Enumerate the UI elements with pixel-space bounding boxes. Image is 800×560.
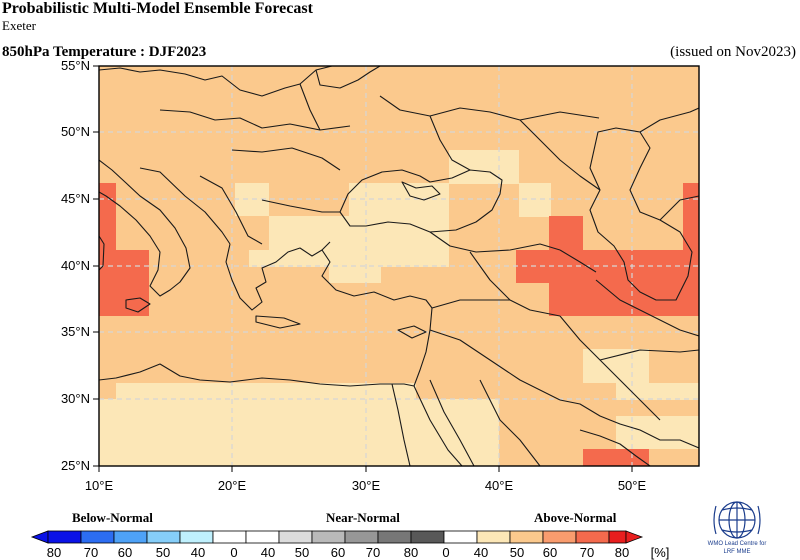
lat-label-50: 50°N: [61, 124, 90, 139]
legend-tick: 60: [118, 545, 132, 560]
legend-category-above: Above-Normal: [534, 510, 617, 525]
map-area: [99, 66, 699, 466]
legend-swatch-11: [377, 530, 412, 544]
legend-tick: 80: [615, 545, 629, 560]
lat-label-40: 40°N: [61, 258, 90, 273]
legend-tick: 70: [580, 545, 594, 560]
legend-colorbar: [30, 530, 644, 544]
legend-tick: 80: [404, 545, 418, 560]
legend-tick: 80: [47, 545, 61, 560]
legend-swatch-5: [179, 530, 214, 544]
legend-tick: 0: [230, 545, 237, 560]
legend-arrow-left: [30, 530, 49, 544]
legend-unit: [%]: [651, 545, 670, 560]
axis-ticks: [93, 65, 633, 472]
lat-label-45: 45°N: [61, 191, 90, 206]
legend-swatch-10: [344, 530, 379, 544]
legend-category-near: Near-Normal: [326, 510, 400, 525]
legend-swatch-8: [278, 530, 313, 544]
legend-category-below: Below-Normal: [72, 510, 153, 525]
legend-swatch-15: [509, 530, 544, 544]
lon-label-50: 50°E: [618, 478, 647, 493]
legend-swatch-13: [443, 530, 478, 544]
legend-tick: 60: [543, 545, 557, 560]
legend-tick: 0: [442, 545, 449, 560]
legend-tick: 40: [261, 545, 275, 560]
graticule: [99, 66, 699, 466]
coastlines: [99, 66, 699, 466]
lon-label-10: 10°E: [85, 478, 114, 493]
legend-tick: 50: [156, 545, 170, 560]
legend-swatch-3: [113, 530, 148, 544]
legend-swatch-17: [575, 530, 610, 544]
legend-swatch-6: [212, 530, 247, 544]
lat-label-35: 35°N: [61, 324, 90, 339]
logo-line-1: WMO Lead Centre for: [707, 541, 767, 547]
issued-date: (issued on Nov2023): [670, 44, 796, 60]
legend-swatch-4: [146, 530, 181, 544]
lon-label-30: 30°E: [352, 478, 381, 493]
logo-line-2: LRF MME: [723, 549, 751, 555]
cells-above-normal-40-50: [99, 150, 699, 466]
lat-label-30: 30°N: [61, 391, 90, 406]
legend-swatch-2: [80, 530, 115, 544]
map-title: Probabilistic Multi-Model Ensemble Forec…: [2, 0, 313, 17]
legend-tick: 50: [295, 545, 309, 560]
lat-label-25: 25°N: [61, 458, 90, 473]
legend-tick: 60: [331, 545, 345, 560]
legend-tick: 40: [191, 545, 205, 560]
legend-arrow-right: [625, 530, 644, 544]
lat-label-55: 55°N: [61, 58, 90, 73]
legend-tick: 50: [510, 545, 524, 560]
legend-swatch-18: [608, 530, 627, 544]
map-subtitle: Exeter: [2, 18, 36, 33]
legend-swatch-14: [476, 530, 511, 544]
wmo-logo: [713, 501, 761, 539]
legend-tick: 70: [84, 545, 98, 560]
legend-swatch-1: [47, 530, 82, 544]
legend-swatch-7: [245, 530, 280, 544]
legend-swatch-16: [542, 530, 577, 544]
lon-label-20: 20°E: [218, 478, 247, 493]
legend-swatch-12: [410, 530, 445, 544]
legend-swatch-9: [311, 530, 346, 544]
variable-label: 850hPa Temperature : DJF2023: [2, 44, 207, 60]
legend-tick: 70: [366, 545, 380, 560]
lon-label-40: 40°E: [485, 478, 514, 493]
legend-tick: 40: [474, 545, 488, 560]
